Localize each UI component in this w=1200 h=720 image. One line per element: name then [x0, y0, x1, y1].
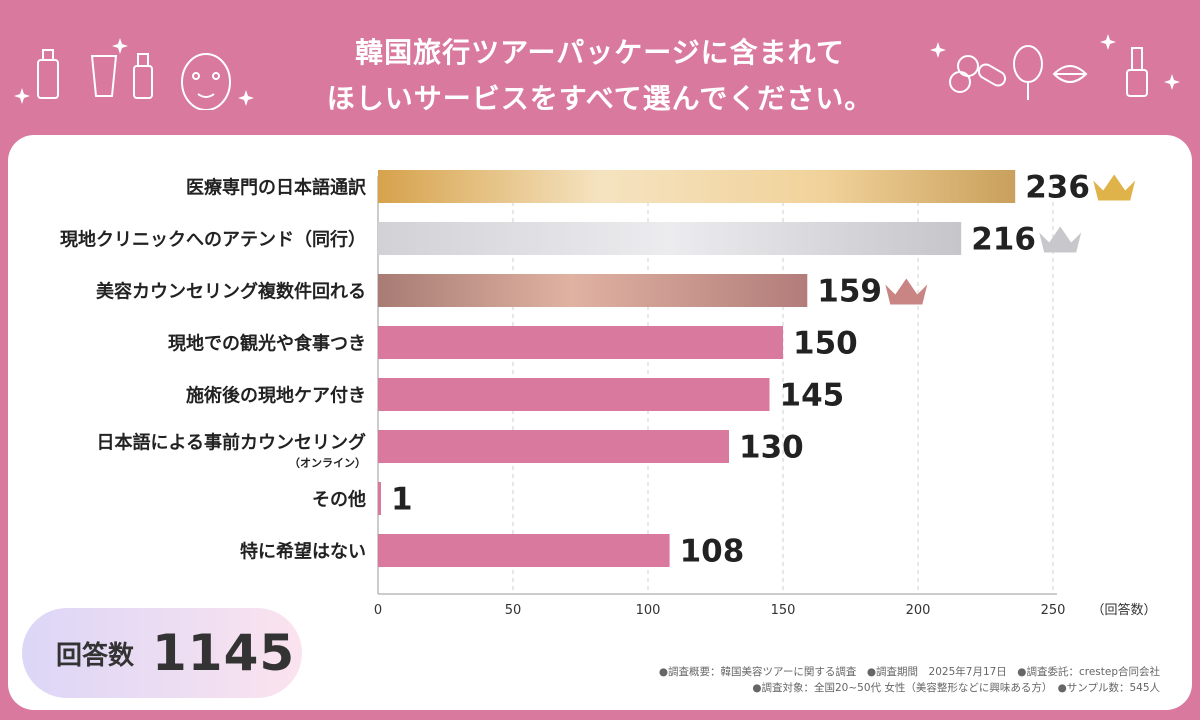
category-label: 日本語による事前カウンセリング: [97, 432, 366, 454]
bar: [378, 274, 808, 307]
bar: [378, 534, 670, 567]
x-tick-label: 100: [636, 603, 661, 618]
category-label: 現地クリニックへのアテンド（同行）: [60, 229, 366, 251]
bar: [378, 222, 962, 255]
value-label: 145: [780, 378, 845, 414]
category-label: その他: [312, 489, 366, 511]
title-line-2: ほしいサービスをすべて選んでください。: [326, 82, 874, 115]
survey-notes: ●調査概要：韓国美容ツアーに関する調査 ●調査期間 2025年7月17日 ●調査…: [659, 664, 1160, 696]
response-count-value: 1145: [152, 624, 296, 682]
bar: [378, 430, 729, 463]
gold-crown-icon: [1093, 174, 1136, 201]
category-label: 医療専門の日本語通訳: [186, 177, 367, 199]
response-count-label: 回答数: [56, 640, 135, 671]
chart-title: 韓国旅行ツアーパッケージに含まれて ほしいサービスをすべて選んでください。: [250, 30, 950, 122]
category-label: 施術後の現地ケア付き: [186, 385, 366, 407]
category-label: 特に希望はない: [240, 541, 366, 563]
x-tick-label: 0: [374, 603, 382, 618]
category-sublabel: （オンライン）: [289, 457, 366, 470]
value-label: 1: [391, 482, 413, 518]
response-count-badge: 回答数 1145: [22, 608, 302, 698]
x-tick-label: 200: [906, 603, 931, 618]
value-label: 216: [971, 222, 1036, 258]
cosmetics-decoration-icon: [14, 38, 254, 110]
survey-notes-line-1: ●調査概要：韓国美容ツアーに関する調査 ●調査期間 2025年7月17日 ●調査…: [658, 666, 1160, 678]
value-label: 150: [793, 326, 858, 362]
category-label: 美容カウンセリング複数件回れる: [96, 281, 366, 303]
bar: [378, 482, 381, 515]
title-line-1: 韓国旅行ツアーパッケージに含まれて: [355, 36, 845, 69]
value-label: 130: [739, 430, 804, 466]
value-label: 108: [680, 534, 745, 570]
value-label: 236: [1025, 170, 1090, 206]
beauty-items-decoration-icon: [930, 34, 1180, 100]
x-tick-label: 250: [1041, 603, 1066, 618]
x-tick-label: 50: [505, 603, 522, 618]
survey-notes-line-2: ●調査対象：全国20~50代 女性（美容整形などに興味ある方） ●サンプル数：5…: [752, 682, 1160, 694]
x-axis-label: （回答数）: [1091, 602, 1156, 618]
x-tick-label: 150: [771, 603, 796, 618]
bar: [378, 170, 1016, 203]
category-label: 現地での観光や食事つき: [168, 333, 366, 355]
value-label: 159: [817, 274, 882, 310]
bar: [378, 378, 770, 411]
silver-crown-icon: [1039, 226, 1082, 253]
bronze-crown-icon: [885, 278, 928, 305]
bar: [378, 326, 783, 359]
